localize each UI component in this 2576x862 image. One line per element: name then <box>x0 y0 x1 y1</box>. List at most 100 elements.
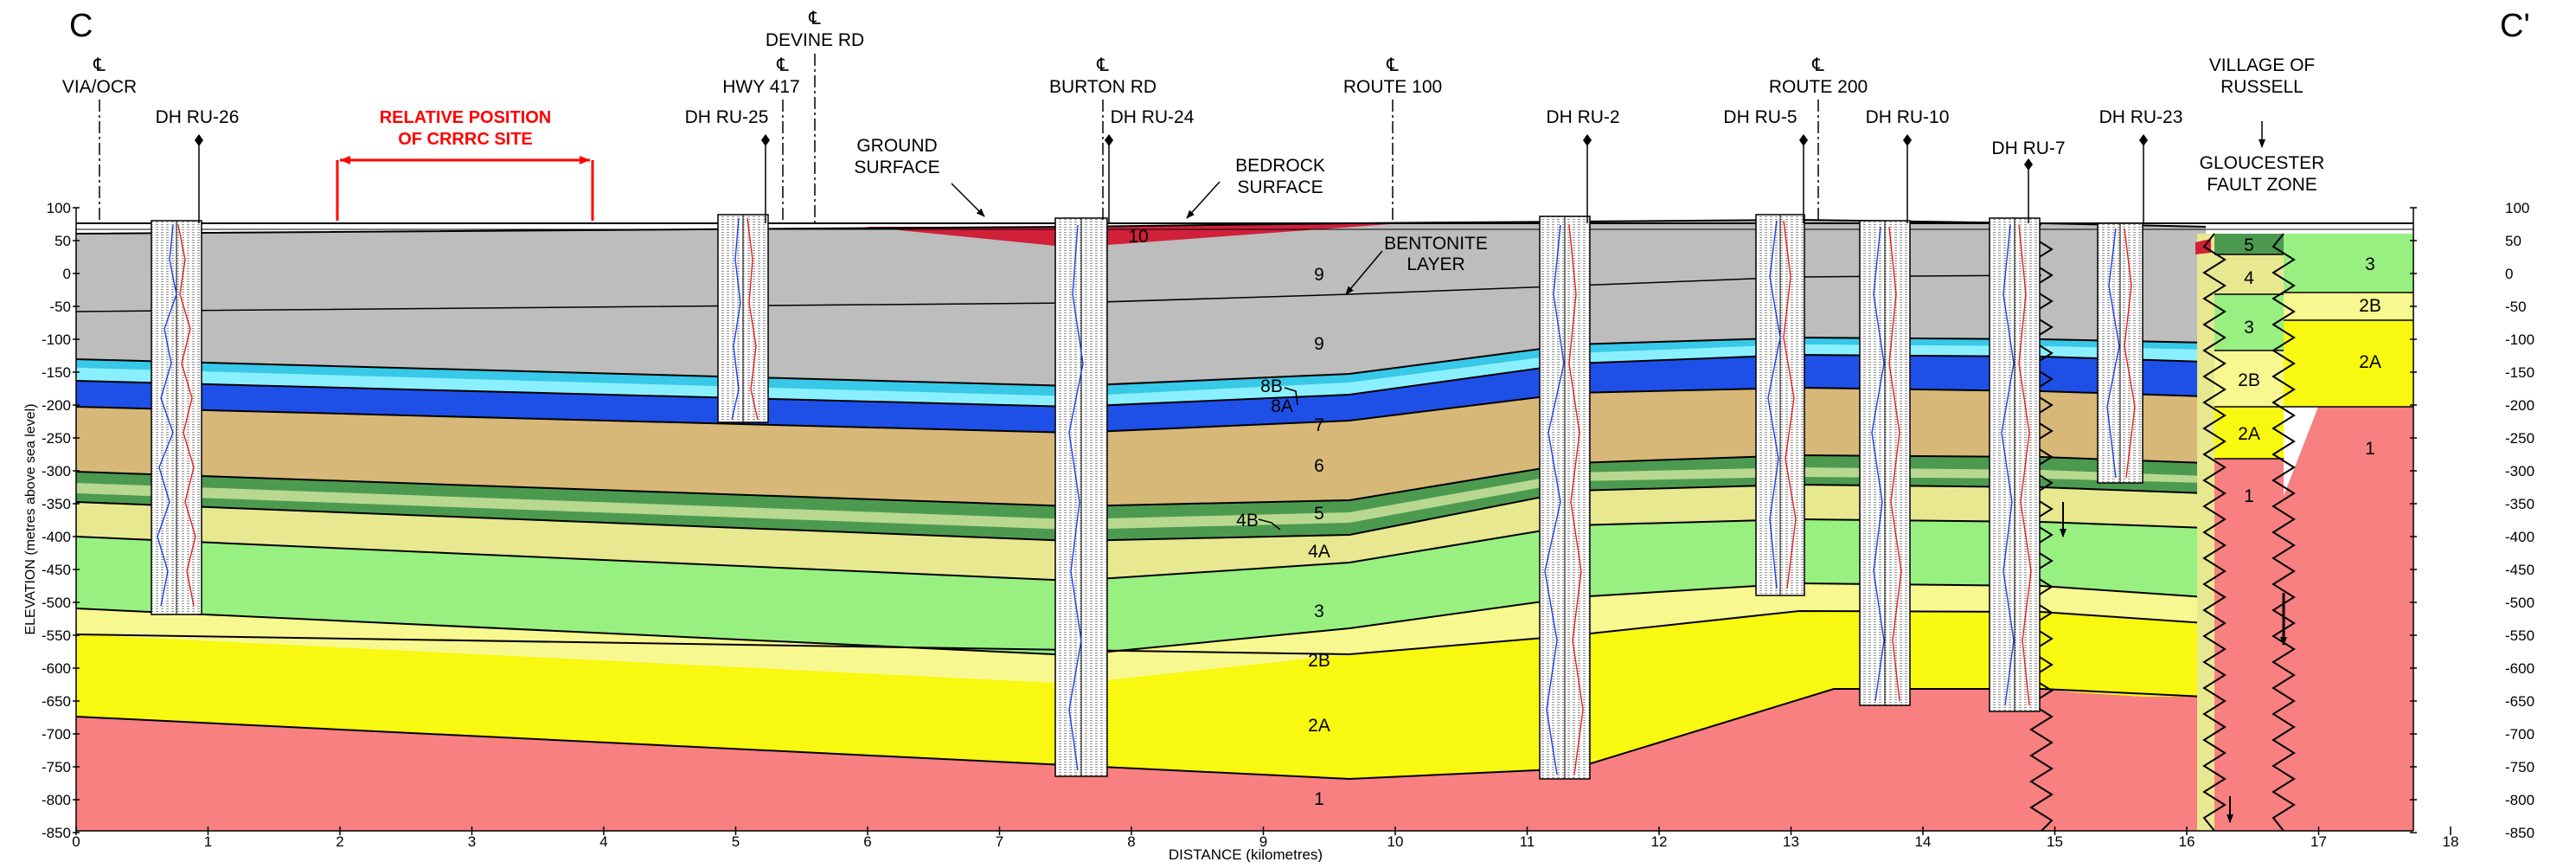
y-tick-label-left: -100 <box>42 331 71 348</box>
x-tick-label: 4 <box>599 833 607 850</box>
y-tick-label-left: -600 <box>42 660 71 677</box>
fz-label-2a: 2A <box>2238 424 2260 444</box>
village-russell-label-1: VILLAGE OF <box>2209 55 2316 75</box>
y-tick-label-right: -550 <box>2505 627 2534 644</box>
x-tick-label: 3 <box>468 833 476 850</box>
x-tick-label: 7 <box>996 833 1003 850</box>
unit-label-4b: 4B <box>1236 511 1259 531</box>
road-via-ocr-symbol: ℄ <box>93 55 106 75</box>
fault-zone-label-1: GLOUCESTER <box>2200 153 2325 173</box>
crrrc-site-range <box>336 156 594 221</box>
unit-label-8a: 8A <box>1271 396 1293 416</box>
bedrock-surface-label-1: BEDROCK <box>1235 156 1325 176</box>
y-tick-label-left: -350 <box>42 496 71 512</box>
unit-1-layer <box>76 407 2413 831</box>
y-tick-label-left: -550 <box>42 627 71 644</box>
road-route200-label: ROUTE 200 <box>1769 77 1868 97</box>
y-tick-label-left: -200 <box>42 397 71 414</box>
y-tick-label-left: -700 <box>42 726 71 743</box>
marker-lines <box>99 54 2265 223</box>
y-axis-left: 100 50 0 -50 -100 -150 -200 -250 -300 -350 -400 -45… <box>42 200 80 841</box>
unit-9-layer <box>76 220 2206 386</box>
crrrc-label-2: OF CRRRC SITE <box>398 130 533 149</box>
y-tick-label-right: -500 <box>2505 595 2534 611</box>
unit-label-8b: 8B <box>1260 376 1283 396</box>
x-tick-label: 18 <box>2443 833 2459 850</box>
axis-frame <box>75 208 2414 832</box>
y-tick-label-right: -100 <box>2505 331 2534 348</box>
y-tick-label-left: -250 <box>42 430 71 447</box>
bentonite-layer-label-1: BENTONITE <box>1384 234 1488 254</box>
unit-6-layer <box>76 388 2206 506</box>
borehole-ru10-label: DH RU-10 <box>1866 107 1950 127</box>
y-tick-label-right: -750 <box>2505 759 2534 775</box>
x-tick-label: 1 <box>204 833 212 850</box>
unit-label-2a: 2A <box>1308 716 1330 736</box>
road-hwy417-label: HWY 417 <box>722 77 800 97</box>
crrrc-label-1: RELATIVE POSITION <box>380 108 552 127</box>
borehole-ru24-label: DH RU-24 <box>1111 107 1195 127</box>
borehole-ru26-label: DH RU-26 <box>156 107 240 127</box>
y-tick-label-right: -50 <box>2505 299 2527 315</box>
y-tick-label-right: -250 <box>2505 430 2534 447</box>
borehole-diamonds <box>195 134 2148 170</box>
x-tick-label: 13 <box>1783 833 1799 850</box>
y-tick-label-right: -650 <box>2505 693 2534 710</box>
unit-label-9b: 9 <box>1314 334 1324 354</box>
east-label-2a: 2A <box>2359 352 2381 372</box>
y-tick-label-right: -850 <box>2505 825 2534 841</box>
unit-label-4a: 4A <box>1308 542 1330 562</box>
x-axis: 0 1 2 3 4 5 6 7 8 9 10 11 12 13 14 15 16 17 18 <box>72 827 2458 850</box>
borehole-logs <box>151 214 2143 780</box>
unit-label-1: 1 <box>1314 789 1324 809</box>
y-tick-label-left: 0 <box>63 266 71 282</box>
x-tick-label: 0 <box>72 833 80 850</box>
east-label-1: 1 <box>2365 439 2375 459</box>
y-tick-label-right: 100 <box>2505 200 2529 216</box>
borehole-ru7-log <box>1989 217 2041 712</box>
borehole-ru26-log <box>151 220 202 615</box>
y-tick-label-left: -150 <box>42 364 71 381</box>
road-devine-label: DEVINE RD <box>766 30 864 50</box>
fault-zone-label-2: FAULT ZONE <box>2207 175 2317 195</box>
east-label-2b: 2B <box>2359 296 2381 316</box>
y-axis-title: ELEVATION (metres above sea level) <box>23 403 38 634</box>
road-burton-label: BURTON RD <box>1049 77 1157 97</box>
fz-label-2b: 2B <box>2238 370 2260 390</box>
bedrock-surface-label-2: SURFACE <box>1237 177 1323 197</box>
fz-label-4: 4 <box>2244 268 2254 288</box>
y-tick-label-right: 0 <box>2505 266 2513 282</box>
borehole-ru25-log <box>717 214 769 423</box>
fz-label-1: 1 <box>2244 486 2254 506</box>
y-tick-label-left: -400 <box>42 529 71 545</box>
y-tick-label-left: -300 <box>42 463 71 479</box>
unit-7-layer <box>76 355 2206 433</box>
unit-label-7: 7 <box>1314 415 1324 435</box>
borehole-ru24-log <box>1054 217 1108 777</box>
bentonite-layer-label-2: LAYER <box>1407 254 1464 274</box>
y-tick-label-left: -500 <box>42 595 71 611</box>
y-tick-label-left: -650 <box>42 693 71 710</box>
borehole-ru23-log <box>2097 222 2143 484</box>
borehole-ru2-label: DH RU-2 <box>1546 107 1619 127</box>
y-tick-label-left: 50 <box>54 233 71 249</box>
borehole-ru7-label: DH RU-7 <box>1991 138 2065 158</box>
fault-trace <box>2029 222 2296 832</box>
road-hwy417-symbol: ℄ <box>776 55 789 75</box>
y-tick-label-right: -450 <box>2505 562 2534 578</box>
east-label-3: 3 <box>2365 254 2375 274</box>
x-tick-label: 5 <box>732 833 740 850</box>
unit-label-9a: 9 <box>1314 265 1324 285</box>
x-tick-label: 11 <box>1520 833 1535 850</box>
y-tick-label-right: -700 <box>2505 726 2534 743</box>
y-tick-label-right: -350 <box>2505 496 2534 512</box>
y-tick-label-right: -200 <box>2505 397 2534 414</box>
road-route100-label: ROUTE 100 <box>1343 77 1442 97</box>
y-tick-label-right: 50 <box>2505 233 2522 249</box>
fault-zone-block <box>2029 222 2413 832</box>
unit-2b-layer <box>76 583 2206 684</box>
y-tick-label-left: -50 <box>49 299 71 315</box>
ground-surface-label-1: GROUND <box>856 136 937 156</box>
unit-label-3: 3 <box>1314 601 1324 621</box>
